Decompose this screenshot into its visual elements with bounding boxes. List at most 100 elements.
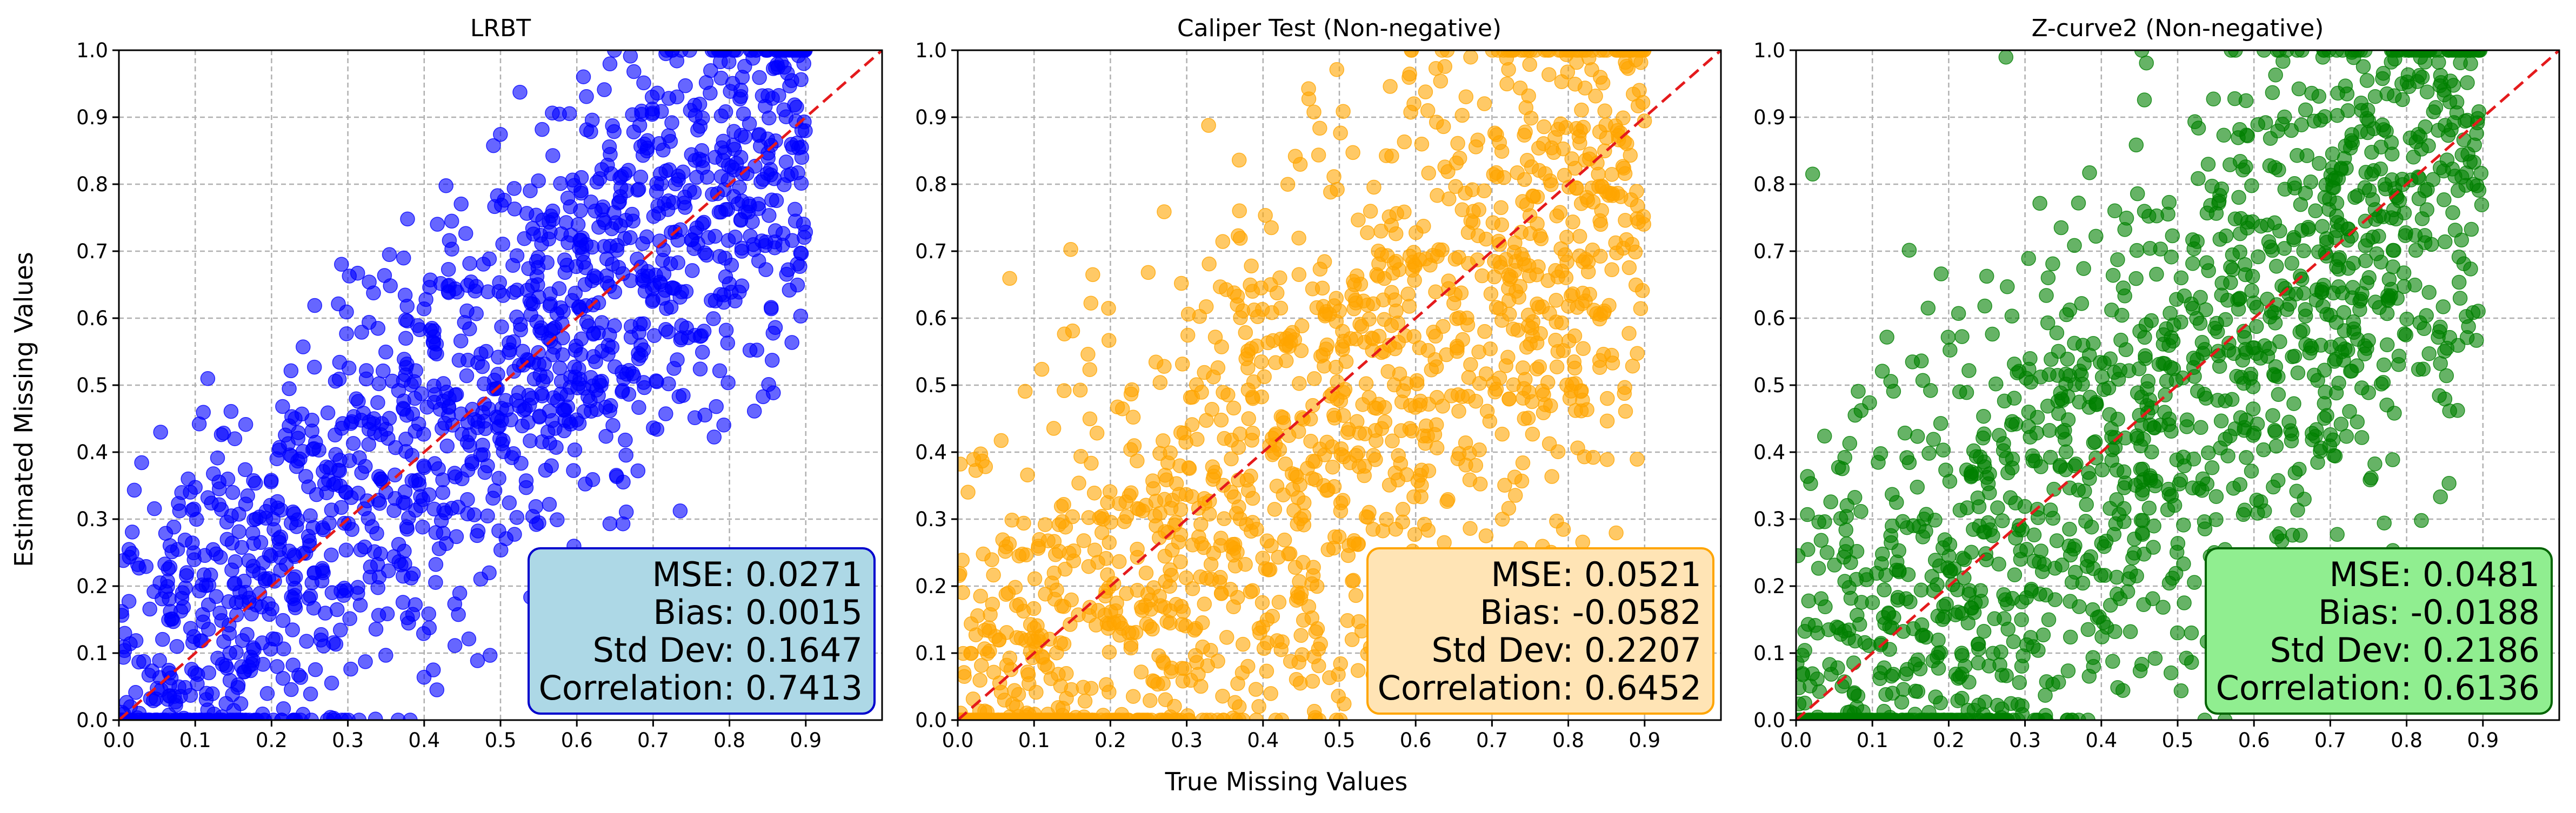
data-point (2146, 420, 2161, 435)
data-point (2164, 249, 2179, 265)
data-point (284, 448, 299, 464)
data-point (1309, 579, 1325, 594)
data-point (2071, 482, 2086, 498)
data-point (2398, 327, 2414, 342)
data-point (542, 298, 558, 313)
data-point (1388, 521, 1403, 537)
data-point (1038, 586, 1053, 602)
data-point (1227, 559, 1243, 574)
data-point (1336, 333, 1352, 349)
data-point (124, 525, 140, 540)
data-point (2167, 498, 2183, 513)
data-point (1011, 687, 1026, 702)
data-point (1609, 525, 1624, 541)
data-point (287, 597, 303, 613)
data-point (1550, 444, 1566, 459)
data-point (470, 355, 485, 371)
data-point (2186, 241, 2201, 257)
data-point (2457, 113, 2473, 129)
data-point (657, 283, 673, 298)
data-point (1426, 324, 1441, 340)
y-tick-label: 0.0 (76, 709, 108, 732)
data-point (1966, 522, 1981, 537)
data-point (1301, 91, 1317, 106)
data-point (958, 456, 968, 472)
data-point (748, 50, 763, 58)
data-point (351, 394, 366, 409)
data-point (764, 301, 779, 317)
data-point (1463, 521, 1478, 536)
data-point (1101, 333, 1117, 348)
data-point (535, 388, 550, 404)
data-point (2269, 259, 2284, 274)
data-point (1409, 225, 1424, 240)
x-tick-label: 0.8 (1552, 729, 1584, 752)
data-point (366, 285, 381, 301)
data-point (2279, 50, 2294, 58)
data-point (793, 176, 809, 191)
data-point (1427, 427, 1443, 442)
data-point (449, 387, 464, 402)
data-point (2220, 293, 2235, 308)
data-point (507, 201, 522, 217)
data-point (1216, 385, 1231, 400)
data-point (1029, 684, 1044, 700)
data-point (2148, 473, 2164, 489)
stats-line: MSE: 0.0521 (1491, 555, 1701, 594)
data-point (1348, 588, 1364, 603)
data-point (1259, 635, 1275, 650)
data-point (506, 181, 522, 196)
data-point (491, 284, 507, 299)
data-point (426, 378, 442, 394)
data-point (579, 122, 595, 138)
y-tick-label: 0.8 (1753, 173, 1785, 196)
data-point (568, 285, 583, 301)
data-point (958, 665, 972, 680)
data-point (1582, 151, 1597, 166)
data-point (373, 471, 389, 487)
data-point (576, 69, 591, 84)
data-point (2176, 518, 2191, 533)
data-point (395, 595, 411, 610)
data-point (1333, 447, 1349, 462)
data-point (1020, 467, 1035, 482)
data-point (1907, 707, 1923, 720)
data-point (368, 711, 383, 720)
data-point (1174, 661, 1190, 676)
data-point (2296, 243, 2311, 259)
data-point (455, 426, 470, 442)
data-point (222, 646, 237, 661)
data-point (491, 350, 506, 365)
data-point (1877, 582, 1892, 597)
data-point (2173, 314, 2188, 330)
data-point (1102, 684, 1117, 700)
y-tick-label: 0.3 (76, 508, 108, 531)
data-point (2262, 158, 2278, 173)
data-point (2003, 490, 2018, 506)
data-point (2284, 123, 2299, 138)
data-point (2284, 433, 2299, 449)
data-point (1421, 397, 1436, 412)
data-point (1797, 643, 1812, 658)
data-point (211, 474, 226, 489)
data-point (162, 666, 177, 681)
data-point (1349, 448, 1364, 463)
data-point (1541, 50, 1557, 58)
data-point (645, 281, 660, 297)
data-point (2063, 629, 2078, 645)
data-point (2224, 50, 2239, 58)
data-point (382, 247, 397, 263)
data-point (755, 88, 770, 103)
data-point (1204, 402, 1220, 417)
data-point (241, 553, 256, 568)
data-point (554, 226, 569, 241)
data-point (2441, 475, 2457, 491)
data-point (399, 519, 415, 534)
data-point (1580, 193, 1596, 208)
data-point (703, 63, 718, 78)
data-point (1363, 204, 1378, 219)
data-point (2012, 675, 2027, 690)
data-point (2159, 321, 2174, 337)
data-point (797, 114, 812, 130)
data-point (1520, 411, 1536, 426)
